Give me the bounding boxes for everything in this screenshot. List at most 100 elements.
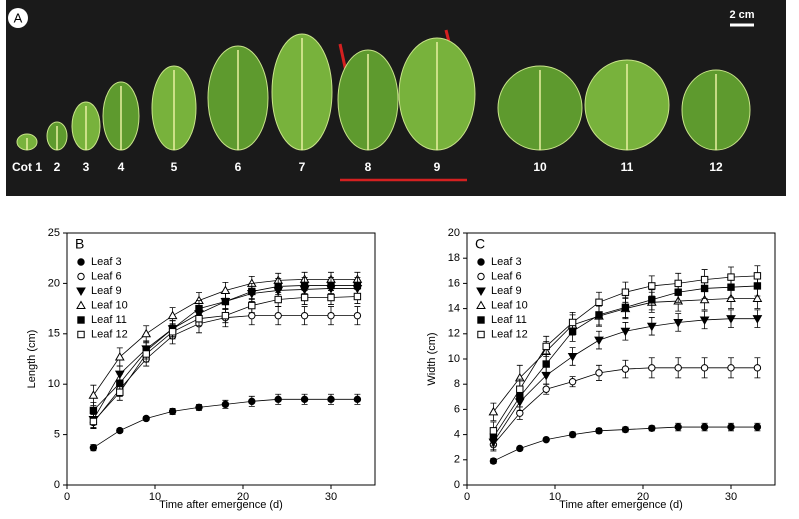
marker (568, 430, 577, 439)
x-tick-label: 10 (549, 491, 561, 503)
marker (195, 403, 203, 412)
legend-label: Leaf 3 (91, 256, 122, 268)
photo-panel: A 2 cm Cot 1 2 3 4 5 6 7 8 9 10 11 12 (6, 0, 786, 196)
marker (621, 303, 630, 312)
y-tick-label: 18 (448, 252, 460, 264)
marker (114, 351, 125, 361)
marker (567, 352, 578, 362)
marker (353, 395, 362, 404)
marker (727, 364, 735, 372)
marker (142, 414, 150, 423)
panel-label: C (475, 236, 485, 252)
x-tick-label: 10 (149, 491, 161, 503)
y-tick-label: 10 (48, 378, 60, 390)
legend-marker (77, 316, 85, 324)
marker (753, 423, 762, 431)
marker (542, 385, 550, 393)
marker (327, 311, 335, 320)
leaf-label: 11 (621, 160, 634, 174)
y-tick-label: 25 (48, 227, 60, 239)
marker (353, 311, 362, 320)
y-tick-label: 15 (48, 328, 60, 340)
y-tick-label: 4 (454, 429, 460, 441)
marker (648, 296, 656, 304)
y-tick-label: 8 (454, 378, 460, 390)
legend-marker (477, 316, 485, 324)
marker (274, 295, 282, 304)
legend-marker (77, 258, 85, 266)
x-axis-label: Time after emergence (d) (159, 499, 283, 511)
marker (327, 293, 335, 302)
marker (300, 395, 309, 404)
y-axis-label: Length (cm) (26, 330, 38, 389)
marker (595, 298, 603, 307)
marker (594, 336, 604, 346)
marker (89, 406, 98, 415)
leaf-label: 5 (171, 160, 178, 174)
scale-label: 2 cm (729, 9, 754, 21)
x-tick-label: 30 (725, 491, 737, 503)
leaf-label: 7 (299, 160, 306, 174)
legend-marker (77, 330, 85, 339)
marker (700, 364, 709, 372)
marker (141, 328, 152, 338)
marker (516, 444, 524, 453)
legend-marker (76, 287, 86, 297)
y-tick-label: 14 (448, 303, 460, 315)
marker (116, 426, 124, 435)
marker (648, 364, 656, 372)
marker (726, 315, 736, 324)
marker (753, 272, 762, 280)
marker (489, 457, 498, 465)
x-tick-label: 30 (325, 491, 337, 503)
y-tick-label: 0 (454, 479, 460, 491)
legend-label: Leaf 6 (491, 270, 522, 282)
y-tick-label: 5 (54, 429, 60, 441)
marker (300, 311, 309, 320)
marker (699, 316, 710, 325)
marker (568, 377, 577, 386)
y-tick-label: 6 (454, 403, 460, 415)
y-tick-label: 16 (448, 277, 460, 289)
marker (221, 297, 230, 306)
marker (167, 310, 178, 320)
marker (221, 311, 230, 320)
x-tick-label: 20 (237, 491, 249, 503)
legend-marker (76, 300, 86, 309)
legend-label: Leaf 12 (491, 328, 528, 340)
marker (300, 293, 309, 302)
marker (621, 425, 630, 434)
leaf-label: 9 (434, 160, 441, 174)
marker (489, 427, 498, 435)
marker (726, 293, 736, 303)
marker (274, 311, 282, 320)
marker (620, 327, 631, 337)
marker (700, 275, 709, 284)
legend-marker (477, 272, 485, 281)
marker (274, 395, 282, 404)
legend-label: Leaf 6 (91, 270, 122, 282)
marker (542, 435, 550, 444)
chart: 0 10 20 30 0 5 10 15 20 25 Time after emergence (d… (26, 227, 376, 511)
leaf-label: 10 (533, 160, 547, 174)
y-tick-label: 20 (48, 277, 60, 289)
marker (116, 388, 124, 396)
marker (142, 350, 150, 358)
marker (568, 318, 577, 327)
marker (516, 385, 524, 393)
marker (727, 423, 735, 431)
plot-frame (66, 232, 376, 486)
marker (752, 315, 763, 324)
marker (195, 304, 203, 313)
legend-marker (476, 287, 486, 297)
legend-marker (477, 258, 485, 266)
marker (221, 400, 230, 409)
marker (621, 365, 630, 373)
legend-label: Leaf 10 (91, 299, 128, 311)
y-tick-label: 20 (448, 227, 460, 239)
marker (327, 281, 335, 290)
leaf-label: 4 (118, 160, 125, 174)
marker (353, 281, 362, 290)
legend-label: Leaf 11 (491, 314, 527, 326)
